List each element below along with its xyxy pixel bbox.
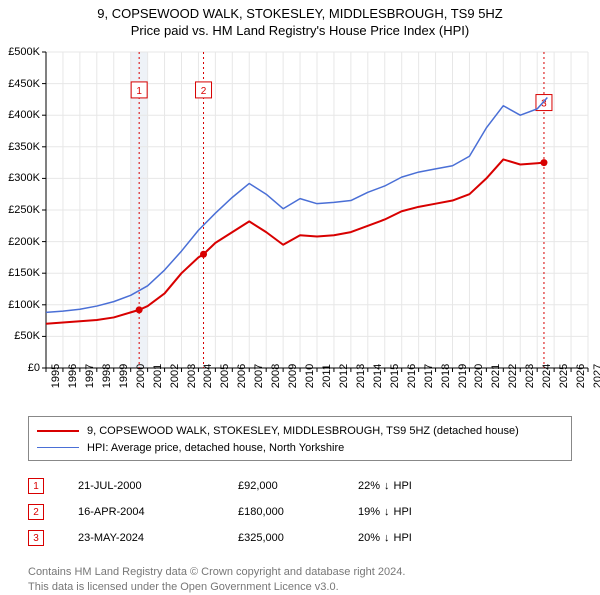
footer-line2: This data is licensed under the Open Gov…: [28, 580, 572, 595]
sale-point-row: 3 23-MAY-2024 £325,000 20% ↓ HPI: [28, 525, 572, 551]
sale-badge-number: 1: [33, 481, 39, 492]
svg-text:1: 1: [136, 86, 142, 97]
sale-diff: 22% ↓ HPI: [358, 480, 412, 492]
chart-svg: 123: [0, 38, 600, 408]
sale-badge-icon: 2: [28, 504, 44, 520]
legend-label-property: 9, COPSEWOOD WALK, STOKESLEY, MIDDLESBRO…: [87, 423, 519, 440]
chart-container: 9, COPSEWOOD WALK, STOKESLEY, MIDDLESBRO…: [0, 0, 600, 595]
sale-badge-icon: 3: [28, 530, 44, 546]
legend-label-hpi: HPI: Average price, detached house, Nort…: [87, 440, 344, 457]
sale-points-table: 1 21-JUL-2000 £92,000 22% ↓ HPI 2 16-APR…: [28, 473, 572, 551]
sale-diff-pct: 20%: [358, 532, 380, 544]
legend-box: 9, COPSEWOOD WALK, STOKESLEY, MIDDLESBRO…: [28, 416, 572, 461]
legend-row: 9, COPSEWOOD WALK, STOKESLEY, MIDDLESBRO…: [37, 423, 563, 440]
sale-point-row: 1 21-JUL-2000 £92,000 22% ↓ HPI: [28, 473, 572, 499]
chart-title-line2: Price paid vs. HM Land Registry's House …: [0, 23, 600, 38]
sale-diff-suffix: HPI: [394, 532, 412, 544]
sale-date: 21-JUL-2000: [78, 480, 238, 492]
sale-date: 23-MAY-2024: [78, 532, 238, 544]
plot-area: 123 £0£50K£100K£150K£200K£250K£300K£350K…: [0, 38, 600, 408]
arrow-down-icon: ↓: [384, 532, 390, 544]
sale-date: 16-APR-2004: [78, 506, 238, 518]
sale-badge-number: 3: [33, 533, 39, 544]
sale-price: £92,000: [238, 480, 358, 492]
sale-diff-suffix: HPI: [394, 480, 412, 492]
chart-title-block: 9, COPSEWOOD WALK, STOKESLEY, MIDDLESBRO…: [0, 0, 600, 38]
sale-diff: 20% ↓ HPI: [358, 532, 412, 544]
footer-note: Contains HM Land Registry data © Crown c…: [28, 565, 572, 595]
legend-swatch-hpi: [37, 447, 79, 448]
sale-diff-pct: 22%: [358, 480, 380, 492]
footer-line1: Contains HM Land Registry data © Crown c…: [28, 565, 572, 580]
sale-price: £180,000: [238, 506, 358, 518]
sale-diff-pct: 19%: [358, 506, 380, 518]
svg-text:2: 2: [201, 86, 207, 97]
sale-price: £325,000: [238, 532, 358, 544]
chart-title-line1: 9, COPSEWOOD WALK, STOKESLEY, MIDDLESBRO…: [0, 6, 600, 21]
arrow-down-icon: ↓: [384, 480, 390, 492]
legend-swatch-property: [37, 430, 79, 432]
sale-diff-suffix: HPI: [394, 506, 412, 518]
legend-row: HPI: Average price, detached house, Nort…: [37, 440, 563, 457]
arrow-down-icon: ↓: [384, 506, 390, 518]
sale-badge-icon: 1: [28, 478, 44, 494]
sale-badge-number: 2: [33, 507, 39, 518]
sale-point-row: 2 16-APR-2004 £180,000 19% ↓ HPI: [28, 499, 572, 525]
sale-diff: 19% ↓ HPI: [358, 506, 412, 518]
